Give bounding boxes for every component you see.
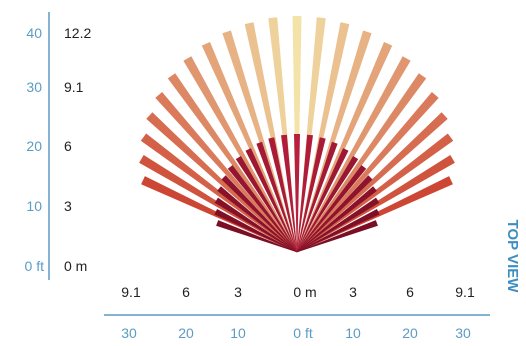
v-m-label-9-1: 9.1 (64, 79, 84, 95)
vertical-scale-meters: 12.2 9.1 6 3 0 m (64, 25, 91, 274)
inner-fan-beam-12 (294, 134, 300, 252)
h-m-label-left-9-1: 9.1 (121, 284, 141, 300)
h-ft-label-0: 0 ft (293, 325, 313, 341)
horizontal-scale-feet: 30 20 10 0 ft 10 20 30 (121, 325, 471, 341)
v-ft-label-40: 40 (26, 25, 42, 41)
outer-fan-beam-20 (296, 112, 448, 253)
inner-fan-beam-9 (256, 141, 298, 253)
outer-fan-beam-3 (140, 133, 298, 253)
v-ft-label-30: 30 (26, 79, 42, 95)
vertical-scale-feet: 40 30 20 10 0 ft (25, 25, 45, 274)
v-m-label-6: 6 (64, 138, 72, 154)
v-m-label-0: 0 m (64, 258, 87, 274)
outer-fan-beam-6 (167, 73, 298, 253)
inner-fan-beam-23 (296, 220, 378, 253)
inner-fan-beam-13 (296, 134, 313, 252)
inner-fan-beam-11 (281, 134, 298, 252)
h-ft-label-right-20: 20 (402, 325, 418, 341)
v-m-label-12-2: 12.2 (64, 25, 91, 41)
h-m-label-left-3: 3 (234, 284, 242, 300)
view-title: TOP VIEW (504, 220, 521, 294)
v-m-label-3: 3 (64, 198, 72, 214)
inner-fan-beam-17 (296, 156, 359, 253)
outer-fan-beam-19 (296, 92, 439, 253)
inner-fan-beam-2 (214, 209, 298, 253)
inner-fan-beam-15 (296, 141, 338, 253)
h-ft-label-left-10: 10 (230, 325, 246, 341)
h-ft-label-right-30: 30 (455, 325, 471, 341)
inner-fan-beam-6 (227, 165, 298, 253)
inner-fan-beam-22 (296, 209, 380, 253)
h-ft-label-right-10: 10 (345, 325, 361, 341)
inner-coverage-fan (214, 134, 380, 253)
outer-fan-beam-4 (146, 112, 298, 253)
outer-fan-beam-17 (296, 56, 411, 253)
h-m-label-left-6: 6 (182, 284, 190, 300)
h-m-label-right-9-1: 9.1 (455, 284, 475, 300)
h-ft-label-left-20: 20 (178, 325, 194, 341)
inner-fan-beam-4 (217, 186, 298, 253)
outer-fan-beam-18 (296, 73, 427, 253)
v-ft-label-0: 0 ft (25, 258, 45, 274)
h-ft-label-left-30: 30 (121, 325, 137, 341)
inner-fan-beam-7 (235, 156, 298, 253)
h-m-label-right-6: 6 (406, 284, 414, 300)
inner-fan-beam-21 (296, 197, 380, 253)
inner-fan-beam-20 (296, 186, 377, 253)
h-m-label-0: 0 m (293, 284, 316, 300)
h-m-label-right-3: 3 (349, 284, 357, 300)
outer-fan-beam-7 (183, 56, 298, 253)
inner-fan-beam-5 (221, 175, 298, 253)
inner-fan-beam-1 (216, 220, 298, 253)
inner-fan-beam-16 (296, 148, 349, 253)
inner-fan-beam-3 (214, 197, 298, 253)
outer-fan-beam-21 (296, 133, 454, 253)
inner-fan-beam-10 (268, 137, 298, 253)
outer-fan-beam-5 (155, 92, 298, 253)
inner-fan-beam-19 (296, 175, 373, 253)
inner-fan-beam-8 (245, 148, 298, 253)
inner-fan-beam-14 (296, 137, 326, 253)
v-ft-label-10: 10 (26, 198, 42, 214)
horizontal-scale-meters: 9.1 6 3 0 m 3 6 9.1 (121, 284, 475, 300)
v-ft-label-20: 20 (26, 138, 42, 154)
inner-fan-beam-18 (296, 165, 367, 253)
